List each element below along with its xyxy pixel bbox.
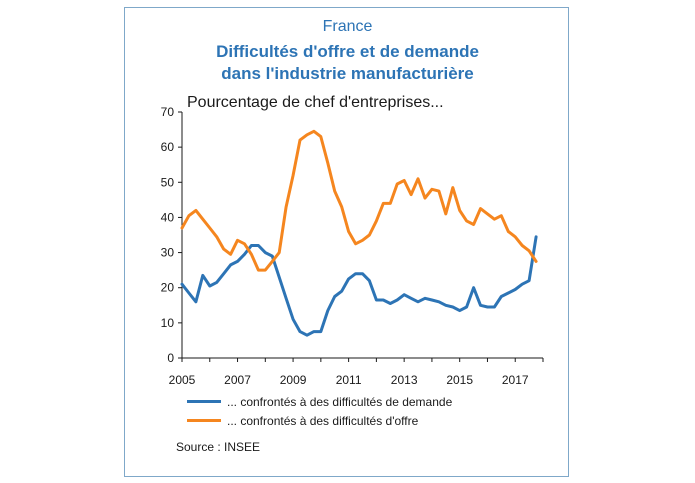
x-tick-label: 2017: [502, 373, 529, 387]
series-line-demand: [180, 235, 538, 337]
x-tick-label: 2011: [336, 373, 362, 387]
source-note: Source : INSEE: [176, 440, 261, 454]
chart-axes: 0 10 20 30 40 50 60 70 2005 2007 2009 2011 2013 2015 2…: [161, 105, 544, 387]
y-tick-label: 0: [167, 351, 174, 365]
legend-label-demand: ... confrontés à des difficultés de dema…: [227, 394, 453, 409]
y-tick-label: 30: [161, 246, 175, 260]
x-tick-label: 2015: [446, 373, 473, 387]
series-line-supply: [180, 129, 538, 272]
y-tick-label: 20: [161, 281, 175, 295]
legend-item-demand: ... confrontés à des difficultés de dema…: [187, 392, 452, 411]
y-tick-label: 40: [161, 210, 175, 224]
figure-country: France: [322, 18, 373, 35]
figure-title: Difficultés d'offre et de demande dans l…: [0, 41, 695, 85]
chart-legend: ... confrontés à des difficultés de dema…: [187, 392, 452, 430]
x-tick-label: 2009: [280, 373, 307, 387]
y-tick-label: 50: [161, 175, 175, 189]
x-tick-label: 2007: [224, 373, 251, 387]
legend-swatch-demand: [187, 400, 221, 403]
figure-title-line1: Difficultés d'offre et de demande: [216, 42, 479, 61]
y-tick-label: 10: [161, 316, 175, 330]
legend-swatch-supply: [187, 419, 221, 422]
x-tick-label: 2013: [391, 373, 418, 387]
y-tick-label: 70: [161, 105, 175, 119]
figure-frame: [124, 7, 569, 477]
legend-label-supply: ... confrontés à des difficultés d'offre: [227, 413, 419, 428]
legend-item-supply: ... confrontés à des difficultés d'offre: [187, 411, 452, 430]
chart-series: [180, 129, 538, 337]
y-tick-label: 60: [161, 140, 175, 154]
y-axis-label: Pourcentage de chef d'entreprises...: [187, 94, 444, 111]
x-tick-label: 2005: [169, 373, 196, 387]
figure-title-line2: dans l'industrie manufacturière: [221, 64, 474, 83]
